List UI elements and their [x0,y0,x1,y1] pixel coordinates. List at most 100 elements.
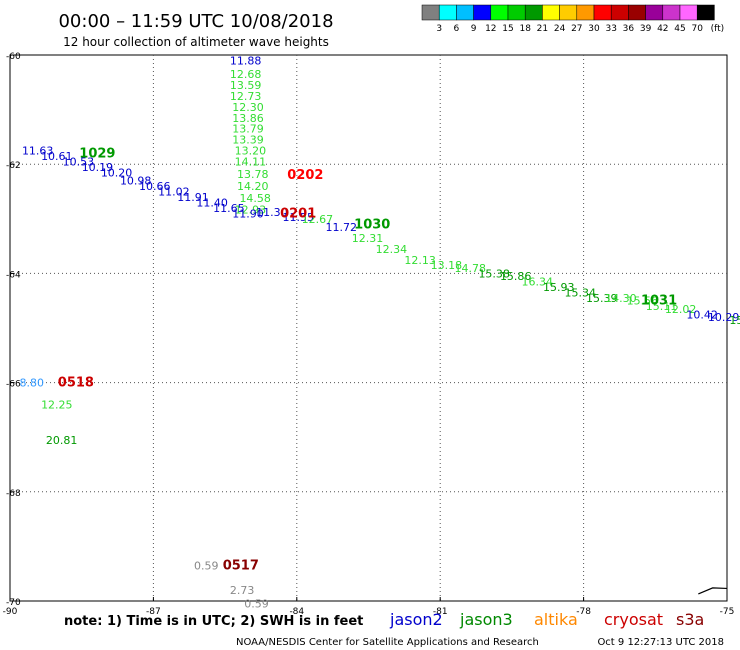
wave-height-point: 0.59 [194,560,219,573]
legend-swatch [662,4,681,21]
wave-height-point: 10.29 [708,311,740,324]
legend-label: 45 [674,24,685,34]
legend-swatch [679,4,698,21]
wave-height-point: 12.68 [230,68,262,81]
footer-credit: NOAA/NESDIS Center for Satellite Applica… [236,637,539,648]
wave-height-point: 12.73 [230,90,262,103]
legend-label: 27 [571,24,582,34]
wave-height-point: 12.30 [232,101,264,114]
wave-height-point: 11.55 [282,211,314,224]
y-axis-ticks: -60 -62 -64 -66 -68 -70 [6,52,21,608]
legend-label: (ft) [711,24,725,34]
legend-label: 39 [640,24,652,34]
y-tick-label: -68 [6,489,21,499]
chart-title: 00:00 – 11:59 UTC 10/08/2018 [58,11,333,32]
satellite-s3a: s3a [676,610,704,629]
x-tick-label: -87 [146,607,161,617]
wave-height-point: 14.30 [605,292,637,305]
legend-swatch [593,4,612,21]
footer-note: note: 1) Time is in UTC; 2) SWH is in fe… [64,614,363,629]
legend-swatch [438,4,457,21]
legend-label: 30 [588,24,600,34]
wave-height-point: 10.61 [41,150,73,163]
wave-height-point: 11.40 [196,196,228,209]
y-tick-label: -64 [6,270,21,280]
wave-height-point: 10.42 [686,308,718,321]
wave-height-point: 11.91 [177,191,209,204]
time-label: 1030 [354,217,390,232]
legend-label: 33 [605,24,616,34]
x-tick-label: -81 [433,607,448,617]
wave-height-point: 15.93 [543,281,575,294]
wave-height-point: 12.31 [352,232,384,245]
wave-height-point: 15.86 [500,270,532,283]
legend-swatch [542,4,560,21]
wave-height-point: 13.86 [232,112,264,125]
x-tick-label: -78 [576,607,591,617]
wave-height-point: 12.25 [41,398,73,411]
x-tick-label: -84 [289,607,304,617]
wave-height-point: 13.78 [237,168,268,181]
wave-height-point: 12.13 [404,254,436,267]
wave-height-point: 13.18 [431,259,463,272]
legend-swatch [490,4,509,21]
wave-height-point: 10.53 [63,155,95,168]
legend-label: 6 [454,24,460,34]
wave-height-point: 11.65 [213,202,245,215]
wave-height-point: 11.88 [230,54,262,67]
x-tick-label: -75 [720,607,735,617]
legend-swatch [507,4,526,21]
wave-height-point: 15.11 [646,300,678,313]
coastline [698,587,728,595]
legend-label: 70 [691,24,703,34]
legend-label: 36 [623,24,635,34]
wave-height-point: 11.72 [325,221,357,234]
time-label: 0201 [280,206,316,221]
wave-height-point: 14.58 [239,192,271,205]
wave-height-point: 20.81 [46,434,78,447]
wave-height-point: 13.39 [232,134,264,147]
time-label: 0517 [223,559,259,574]
satellite-jason3: jason3 [459,610,513,629]
time-label: 0518 [58,376,94,391]
legend-label: 42 [657,24,668,34]
legend-label: 15 [502,24,513,34]
wave-height-point: 13.20 [235,145,267,158]
time-label: 1029 [79,146,115,161]
y-tick-label: -66 [6,380,21,390]
legend-swatch [628,4,646,21]
wave-height-point: 8.80 [20,377,44,390]
legend-swatch [559,4,578,21]
legend-swatch [610,4,629,21]
time-labels: 1029 0202 0201 1030 1031 0518 0517 [58,146,677,573]
wave-height-points: 11.8812.6813.5912.7312.3013.8613.7913.39… [20,54,740,610]
legend-label: 24 [554,24,566,34]
wave-height-point: 15.38 [478,267,510,280]
wave-height-point: 2.73 [230,584,255,597]
y-tick-label: -60 [6,52,21,62]
y-tick-label: -70 [6,598,21,608]
wave-height-point: 14.11 [235,155,267,168]
coastline-path [698,587,728,595]
y-tick-label: -62 [6,161,21,171]
footer: note: 1) Time is in UTC; 2) SWH is in fe… [64,610,724,648]
legend-swatch [456,4,474,21]
chart-subtitle: 12 hour collection of altimeter wave hei… [63,35,329,49]
wave-height-point: 12.34 [376,243,408,256]
wave-height-point: 12.67 [302,213,334,226]
legend-swatch [524,4,543,21]
legend-swatch [645,4,664,21]
x-tick-label: -90 [3,607,18,617]
legend-label: 3 [436,24,442,34]
wave-height-point: 13.59 [230,79,262,92]
plot-frame [9,54,728,602]
wave-height-point: 14.78 [455,262,487,275]
legend-swatch [473,4,492,21]
legend-swatch [576,4,595,21]
wave-height-point: 16.34 [521,276,553,289]
x-axis-ticks: -90 -87 -84 -81 -78 -75 [3,597,735,617]
satellite-legend: jason2 jason3 altika cryosat s3a [389,610,704,629]
gridlines [10,55,727,601]
legend-swatch [421,4,440,21]
